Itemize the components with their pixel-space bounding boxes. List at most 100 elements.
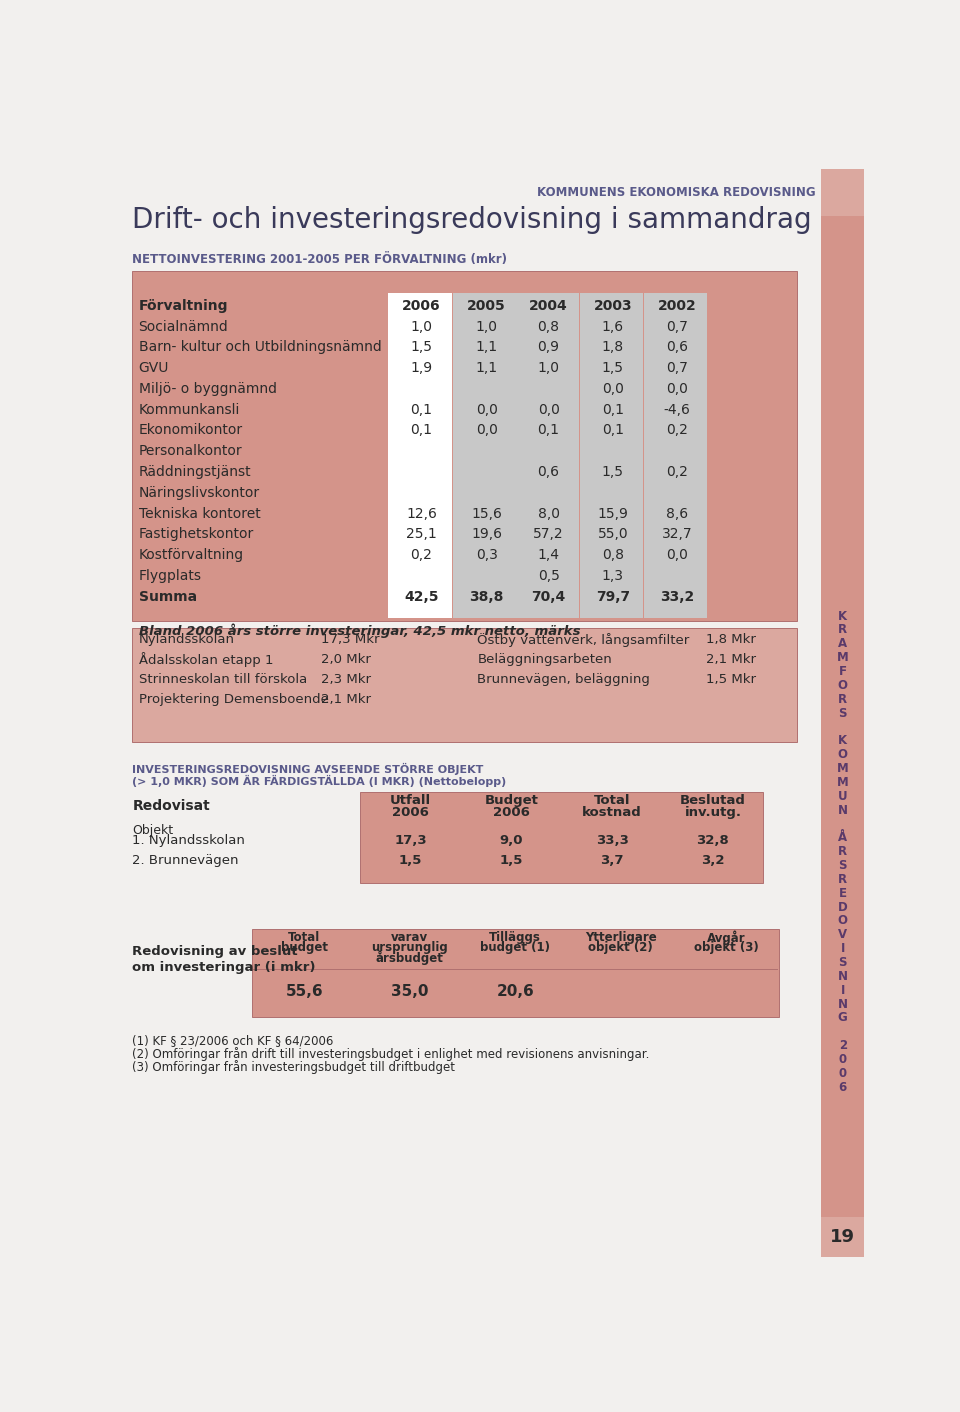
Bar [132,627,798,741]
Text: Östby vattenverk, långsamfilter: Östby vattenverk, långsamfilter [477,633,689,647]
Text: I: I [841,942,845,955]
Text: 0,0: 0,0 [666,381,688,395]
Text: 33,3: 33,3 [596,833,629,847]
Text: Miljö- o byggnämnd: Miljö- o byggnämnd [138,381,276,395]
Text: M: M [837,651,849,664]
Text: inv.utg.: inv.utg. [684,806,741,819]
Text: K: K [838,610,848,623]
Text: Näringslivskontor: Näringslivskontor [138,486,260,500]
Text: F: F [839,665,847,678]
Text: 32,8: 32,8 [697,833,730,847]
Text: Beslutad: Beslutad [680,794,746,806]
Text: 0,1: 0,1 [538,424,560,438]
Text: 70,4: 70,4 [532,590,565,604]
Text: 1,4: 1,4 [538,548,560,562]
Text: R: R [838,624,848,637]
Text: 12,6: 12,6 [406,507,437,521]
Text: varav: varav [392,932,428,945]
Text: 1,6: 1,6 [602,319,624,333]
Text: K: K [838,734,848,747]
Text: Kostförvaltning: Kostförvaltning [138,548,244,562]
Text: 0,0: 0,0 [475,424,497,438]
Text: 15,6: 15,6 [471,507,502,521]
Text: 9,0: 9,0 [499,833,523,847]
Text: 1,0: 1,0 [411,319,432,333]
Text: Budget: Budget [485,794,539,806]
Text: 6: 6 [839,1080,847,1094]
Bar [388,292,452,618]
Text: 8,0: 8,0 [538,507,560,521]
Bar [822,216,864,1217]
Text: 17,3: 17,3 [395,833,427,847]
Text: (1) KF § 23/2006 och KF § 64/2006: (1) KF § 23/2006 och KF § 64/2006 [132,1034,334,1048]
Text: 79,7: 79,7 [596,590,630,604]
Text: Ekonomikontor: Ekonomikontor [138,424,243,438]
Text: 2003: 2003 [593,299,633,312]
Bar [252,929,779,1017]
Text: Tilläggs: Tilläggs [490,932,541,945]
Bar [132,271,798,621]
Bar [580,292,643,618]
Text: om investeringar (i mkr): om investeringar (i mkr) [132,960,316,974]
Text: 2: 2 [839,1039,847,1052]
Text: 0,5: 0,5 [538,569,560,583]
Text: 0,7: 0,7 [666,361,688,376]
Text: 0,2: 0,2 [666,465,688,479]
Text: 0,8: 0,8 [538,319,560,333]
Text: 19,6: 19,6 [471,528,502,541]
Text: 2005: 2005 [468,299,506,312]
Text: N: N [838,803,848,816]
Text: KOMMUNENS EKONOMISKA REDOVISNING: KOMMUNENS EKONOMISKA REDOVISNING [538,186,816,199]
Text: Räddningstjänst: Räddningstjänst [138,465,252,479]
Text: M: M [837,775,849,789]
Text: 35,0: 35,0 [391,984,428,1000]
Text: Nylandsskolan: Nylandsskolan [138,634,234,647]
Text: INVESTERINGSREDOVISNING AVSEENDE STÖRRE OBJEKT: INVESTERINGSREDOVISNING AVSEENDE STÖRRE … [132,762,484,775]
Text: Drift- och investeringsredovisning i sammandrag: Drift- och investeringsredovisning i sam… [132,206,812,234]
Text: Summa: Summa [138,590,197,604]
Text: 0,0: 0,0 [666,548,688,562]
Text: G: G [838,1011,848,1025]
Text: Projektering Demensboende: Projektering Demensboende [138,693,328,706]
Text: 0,0: 0,0 [538,402,560,417]
Text: ursprunglig: ursprunglig [372,942,448,955]
Bar [644,292,708,618]
Text: 0: 0 [839,1067,847,1080]
Text: 1,0: 1,0 [538,361,560,376]
Text: R: R [838,873,848,885]
Text: 55,0: 55,0 [597,528,628,541]
Text: A: A [838,637,848,651]
Text: 0,1: 0,1 [602,402,624,417]
Text: S: S [838,706,847,720]
Bar [360,792,763,884]
Text: objekt (2): objekt (2) [588,942,653,955]
Text: -4,6: -4,6 [663,402,690,417]
Text: E: E [839,887,847,899]
Text: 1,9: 1,9 [411,361,433,376]
Text: R: R [838,846,848,858]
Text: U: U [838,789,848,802]
Text: 20,6: 20,6 [496,984,534,1000]
Text: Tekniska kontoret: Tekniska kontoret [138,507,260,521]
Text: 0,1: 0,1 [411,424,432,438]
Text: N: N [838,998,848,1011]
Text: 33,2: 33,2 [660,590,694,604]
Text: 2002: 2002 [658,299,697,312]
Text: Ådalsskolan etapp 1: Ådalsskolan etapp 1 [138,652,273,668]
Text: 0,7: 0,7 [666,319,688,333]
Text: 1,8 Mkr: 1,8 Mkr [706,634,756,647]
Text: 1,0: 1,0 [475,319,497,333]
Text: 2006: 2006 [402,299,441,312]
Text: Kommunkansli: Kommunkansli [138,402,240,417]
Text: budget: budget [281,942,328,955]
Bar [822,1217,864,1257]
Text: 2006: 2006 [492,806,530,819]
Text: 17,3 Mkr: 17,3 Mkr [321,634,379,647]
Text: M: M [837,762,849,775]
Bar [516,292,579,618]
Text: 2,1 Mkr: 2,1 Mkr [321,693,371,706]
Text: Personalkontor: Personalkontor [138,445,242,459]
Text: 2. Brunnevägen: 2. Brunnevägen [132,854,239,867]
Text: 8,6: 8,6 [666,507,688,521]
Text: Avgår: Avgår [707,931,745,945]
